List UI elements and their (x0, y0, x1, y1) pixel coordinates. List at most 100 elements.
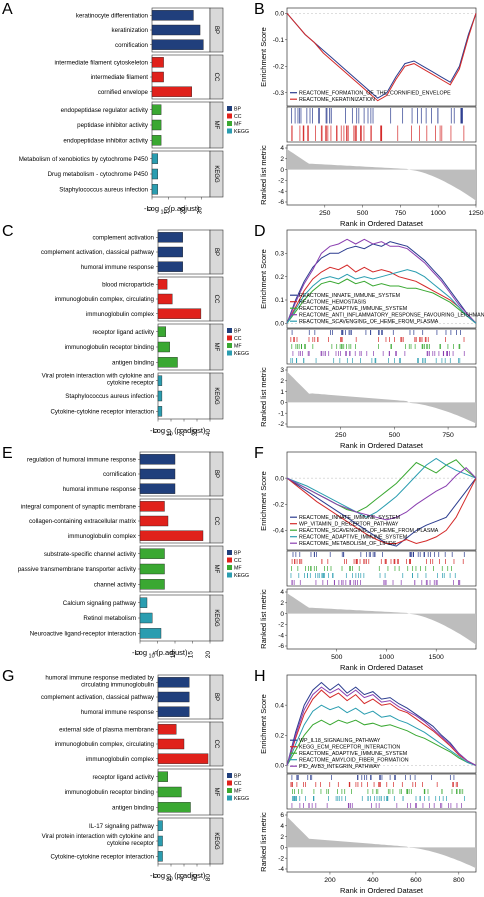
facet-strip (209, 817, 224, 865)
y-tick-label: -0.2 (273, 501, 285, 508)
bar (151, 86, 192, 97)
legend-swatch (227, 113, 232, 119)
facet-label: MF (213, 788, 219, 797)
x-axis-title-main: -Log (150, 871, 165, 880)
legend-label: BP (234, 774, 241, 780)
y-axis-title: Enrichment Score (259, 27, 268, 87)
term-label-line: circulating immunoglobulin (81, 681, 154, 688)
facet-box (151, 150, 211, 198)
term-label: Retinol metabolism (83, 615, 136, 622)
bar (139, 563, 165, 575)
y-tick-label: -0.3 (273, 90, 285, 97)
bar (151, 39, 204, 50)
metric-axis-title: Ranked list metric (259, 812, 268, 872)
facet-strip (209, 372, 224, 420)
term-label: keratinization (112, 27, 149, 34)
term-label: immunoglobulin complex, circulating (55, 296, 155, 303)
facet-label: BP (213, 26, 219, 34)
legend-label: WP_IL18_SIGNALING_PATHWAY (299, 738, 381, 744)
y-axis-title: Enrichment Score (259, 694, 268, 754)
legend-label: REACTOME_METABOLISM_OF_LIPIDS (299, 541, 397, 547)
term-label: immunoglobulin complex (68, 533, 137, 540)
x-tick-label: 40 (179, 874, 186, 882)
term-label: humoral immune response (63, 486, 137, 493)
legend-label: REACTOME_SCAVENGING_OF_HEME_FROM_PLASMA (299, 319, 439, 325)
bar (157, 246, 183, 258)
x-tick-label: 500 (357, 210, 369, 217)
term-label: immunoglobulin complex (86, 311, 155, 318)
bar (151, 135, 162, 146)
term-label: endopeptidase regulator activity (61, 107, 149, 114)
y-tick-label: 0.2 (275, 274, 284, 281)
term-label-line: Viral protein interaction with cytokine … (42, 373, 155, 380)
y-axis-title: Enrichment Score (259, 249, 268, 309)
ranked-metric-area (287, 149, 476, 201)
term-label: integral component of synaptic membrane (21, 504, 137, 511)
term-label: immunoglobulin receptor binding (65, 344, 155, 351)
ranked-metric-area (287, 593, 476, 645)
bar (151, 24, 201, 36)
term-label: peptidase inhibitor activity (77, 122, 149, 129)
legend-label: REACTOME_KERATINIZATION (299, 97, 375, 103)
gsea-panel-b: 0.0 -0.1 -0.2 -0.3 REACTOME_FORMATION_OF_THE… (259, 7, 484, 228)
legend-label: WP_VITAMIN_D_RECEPTOR_PATHWAY (299, 522, 399, 528)
bar (157, 279, 168, 290)
ranked-metric-area (287, 816, 476, 869)
x-tick-label: 1500 (429, 654, 444, 661)
es-line (286, 12, 477, 99)
hits-frame (286, 550, 477, 587)
facet-label: KEGG (213, 832, 219, 850)
bar (151, 57, 164, 68)
facet-label: CC (213, 740, 219, 749)
facet-label: BP (213, 470, 219, 478)
legend-label: BP (234, 551, 241, 557)
x-axis-title-main: -Log (144, 204, 159, 213)
bar (157, 753, 209, 764)
legend-label: KEGG (234, 129, 249, 135)
x-axis-title-sub: 10 (165, 877, 174, 883)
panel-letter-H: H (254, 668, 266, 685)
metric-tick-label: -4 (278, 866, 284, 873)
bar (139, 501, 165, 512)
metric-tick-label: 2 (280, 834, 284, 841)
legend-label: CC (234, 558, 242, 564)
term-label: Metabolism of xenobiotics by cytochrome … (19, 156, 149, 163)
legend-swatch (227, 335, 232, 341)
legend-label: PID_AVB3_INTEGRIN_PATHWAY (299, 764, 380, 770)
term-label: Viral protein interaction with cytokine … (42, 373, 155, 387)
metric-tick-label: -4 (278, 188, 284, 195)
legend-swatch (227, 121, 232, 126)
x-tick-label: 0 (135, 651, 142, 655)
bar-panel-a: BP keratinocyte differentiation keratiniza… (19, 7, 249, 216)
term-label: cornified envelope (98, 89, 149, 96)
bar (157, 390, 163, 402)
facet-box (157, 817, 211, 865)
x-tick-label: 1250 (468, 210, 483, 217)
facet-strip (209, 545, 224, 593)
term-label: passive transmembrane transporter activi… (18, 566, 137, 573)
y-tick-label: 0.3 (275, 251, 284, 258)
x-axis-title-main: -Log (132, 648, 147, 657)
metric-tick-label: -2 (278, 421, 284, 428)
legend-label: KEGG (234, 796, 249, 802)
x-tick-label: 5 (153, 651, 160, 655)
x-tick-label: 750 (442, 432, 454, 439)
x-tick-label: 10 (170, 651, 177, 659)
bar (139, 483, 176, 494)
bar (157, 724, 177, 735)
legend-label: REACTOME_ADAPTIVE_IMMUNE_SYSTEM (299, 751, 407, 757)
es-line (286, 689, 477, 766)
legend-label: MF (234, 344, 242, 350)
bar-panel-g: BP humoral immune response mediated by cir… (41, 674, 249, 882)
ranked-metric-area (287, 371, 476, 424)
legend-swatch (227, 780, 232, 786)
bar (151, 153, 159, 164)
bar (139, 579, 165, 590)
term-label-line: Viral protein interaction with cytokine … (42, 833, 155, 840)
x-tick-label: 80 (205, 874, 212, 882)
bar (151, 71, 164, 83)
metric-axis-title: Ranked list metric (259, 367, 268, 427)
bar (157, 326, 167, 337)
term-label: intermediate filament (91, 74, 149, 81)
hits-frame (286, 773, 477, 810)
